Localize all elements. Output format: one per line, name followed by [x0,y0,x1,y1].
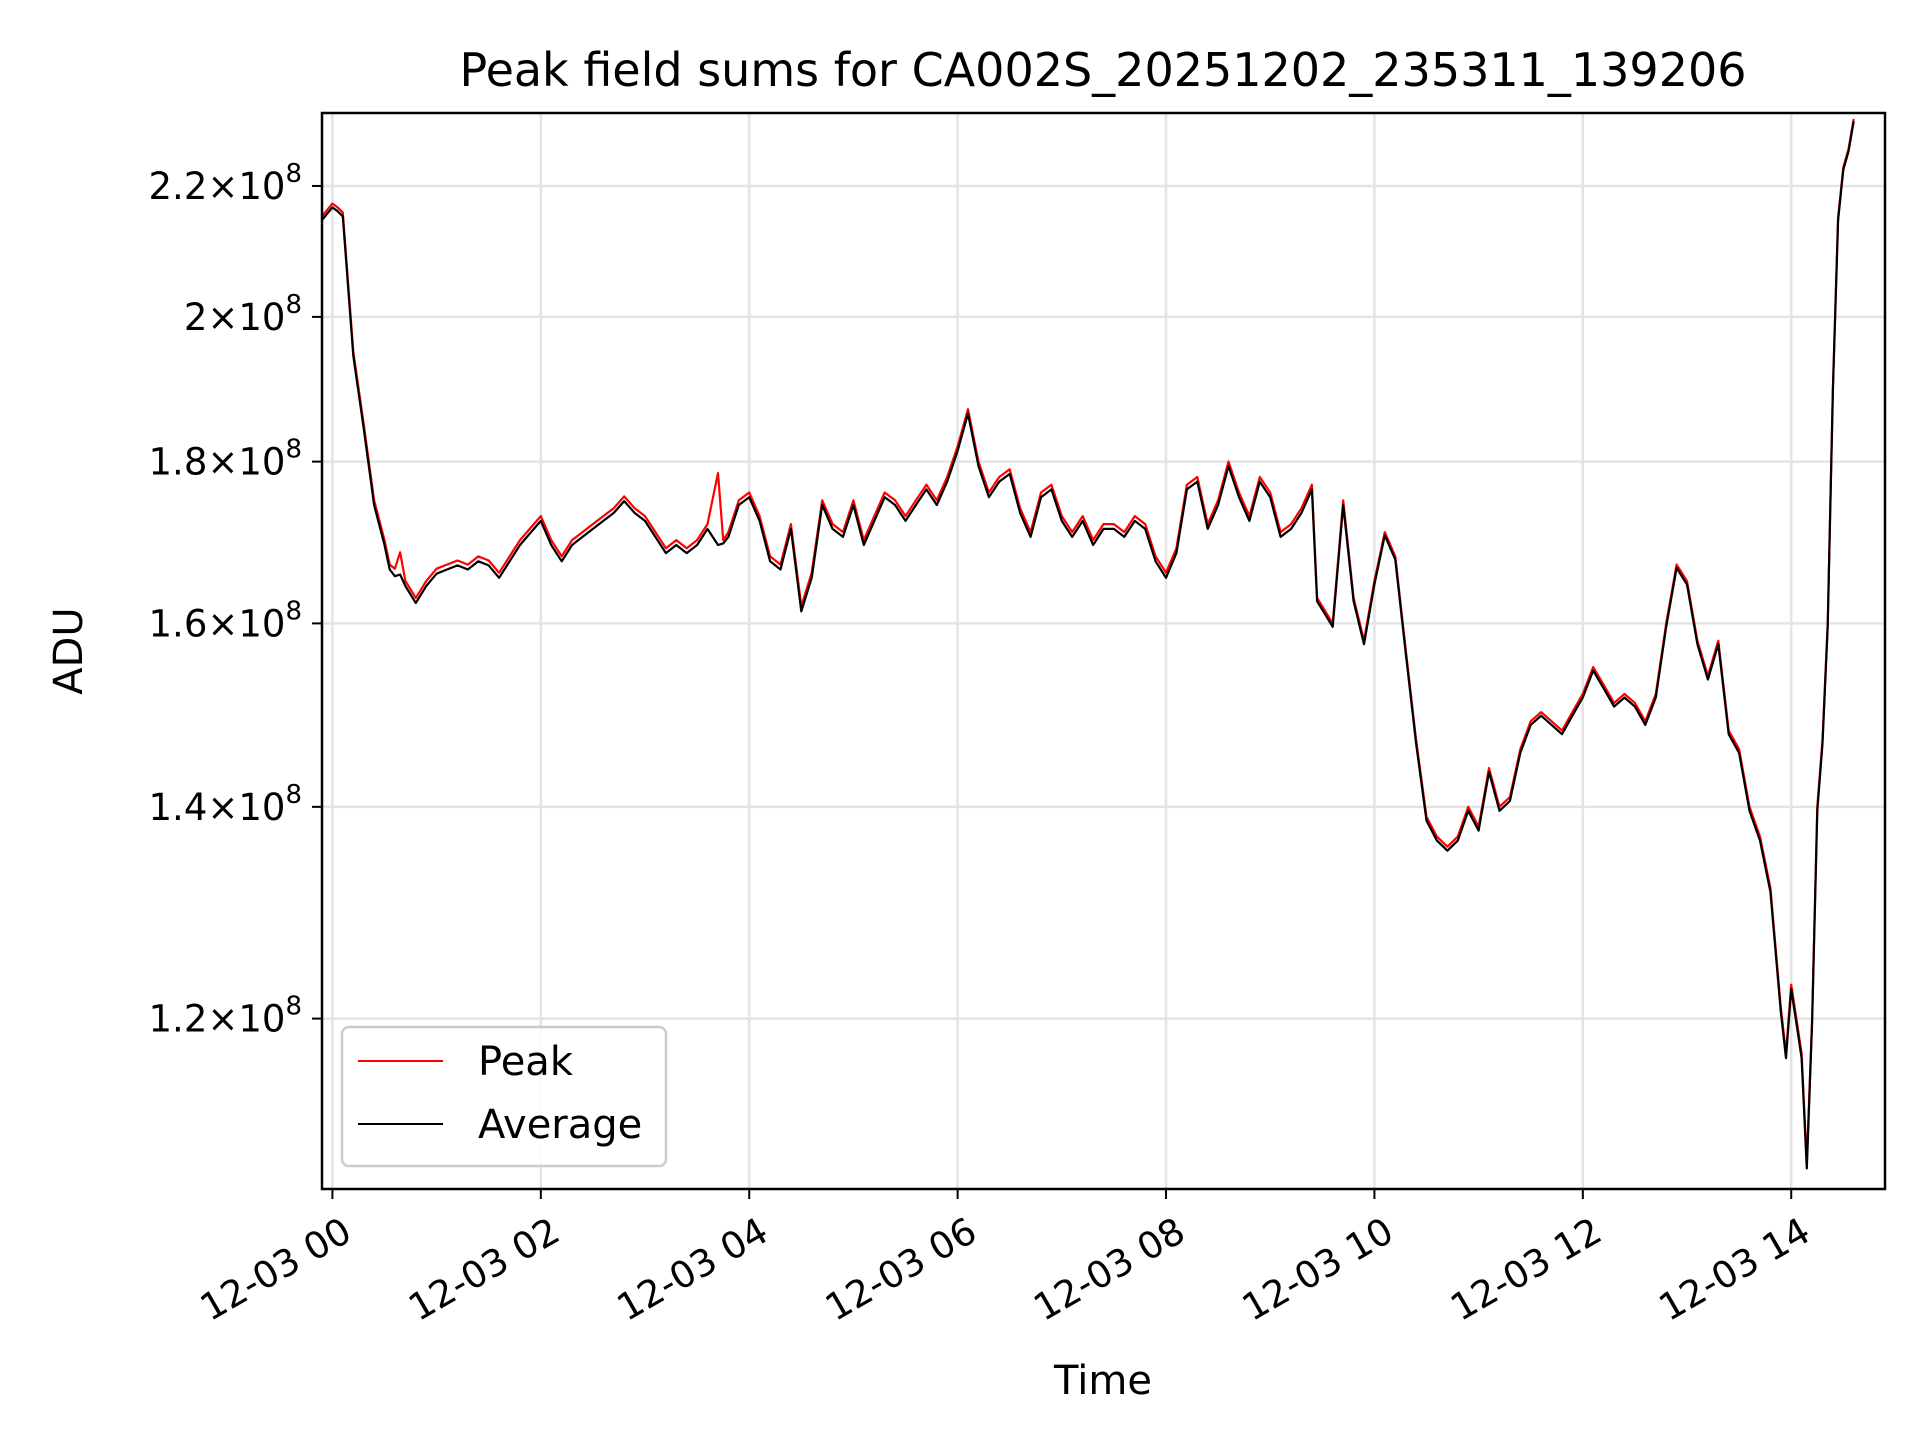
y-tick-label: 2×108 [184,290,302,339]
y-tick-exponent: 8 [285,992,302,1022]
y-axis-label: ADU [46,607,92,694]
y-tick-mantissa: 2 [184,296,208,339]
y-tick-mantissa: 1.2 [149,998,208,1041]
y-tick-times-sign: ×10 [207,441,285,484]
legend-label-peak: Peak [478,1039,574,1085]
y-tick-mantissa: 1.4 [149,786,208,829]
y-tick-times-sign: ×10 [207,786,285,829]
y-tick-label: 1.2×108 [149,992,302,1041]
y-tick-label: 2.2×108 [149,159,302,208]
series-line-peak [322,118,1855,1165]
grid [322,113,1885,1189]
y-tick-exponent: 8 [285,435,302,465]
y-tick-label: 1.6×108 [149,596,302,645]
legend: Peak Average [340,1025,668,1168]
y-tick-exponent: 8 [285,159,302,189]
y-tick-label: 1.4×108 [149,780,302,829]
legend-label-average: Average [478,1102,642,1148]
y-tick-exponent: 8 [285,290,302,320]
y-tick-exponent: 8 [285,780,302,810]
chart-title: Peak field sums for CA002S_20251202_2353… [459,43,1746,97]
y-tick-mantissa: 1.6 [149,602,208,645]
y-tick-times-sign: ×10 [207,602,285,645]
y-tick-exponent: 8 [285,596,302,626]
y-tick-times-sign: ×10 [207,998,285,1041]
y-tick-times-sign: ×10 [207,296,285,339]
y-tick-times-sign: ×10 [207,165,285,208]
x-axis-label: Time [1053,1358,1152,1404]
axes-frame [320,111,1887,1191]
series-line-average [322,121,1855,1170]
plot-lines [322,118,1855,1170]
y-tick-mantissa: 1.8 [149,441,208,484]
y-tick-mantissa: 2.2 [149,165,208,208]
y-tick-label: 1.8×108 [149,435,302,484]
